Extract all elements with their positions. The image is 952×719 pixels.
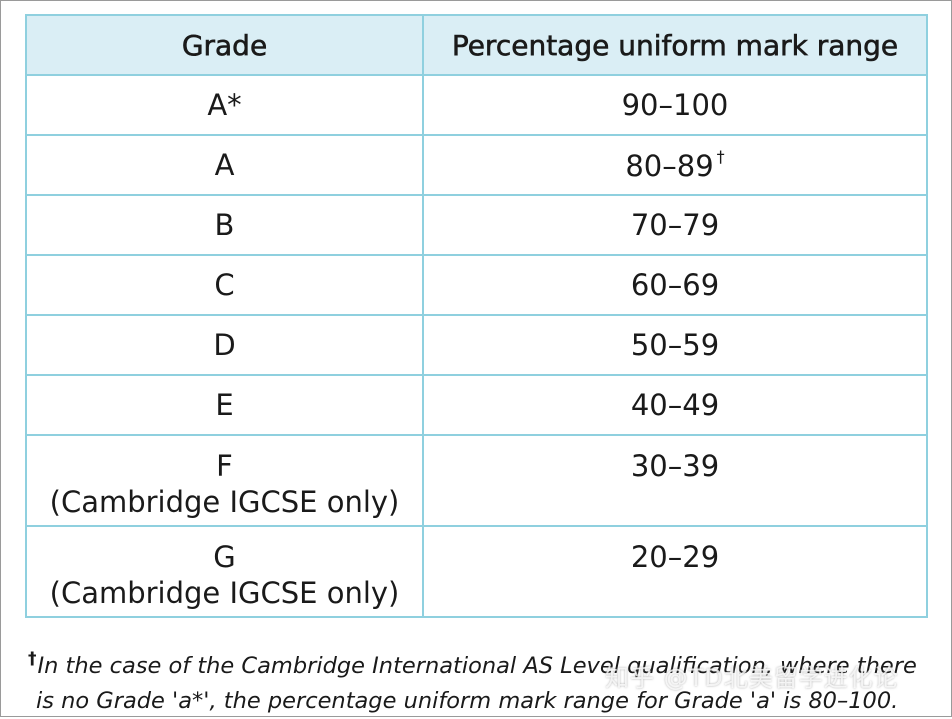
table-header-row: Grade Percentage uniform mark range <box>25 14 928 76</box>
range-value: 20–29 <box>630 540 720 574</box>
grade-cell: A* <box>25 74 424 136</box>
grade-note: (Cambridge IGCSE only) <box>49 485 400 519</box>
table-row: A* 90–100 <box>25 74 928 136</box>
range-cell: 20–29 <box>422 525 928 618</box>
footnote: †In the case of the Cambridge Internatio… <box>28 642 928 719</box>
grade-cell: G (Cambridge IGCSE only) <box>25 525 424 618</box>
grade-cell: B <box>25 194 424 256</box>
table-row: C 60–69 <box>25 254 928 316</box>
range-cell: 90–100 <box>422 74 928 136</box>
footnote-marker: † <box>28 649 37 669</box>
range-value: 40–49 <box>630 388 720 422</box>
grade-note: (Cambridge IGCSE only) <box>49 576 400 610</box>
table-row: A 80–89 † <box>25 134 928 196</box>
grade-column-header: Grade <box>25 14 424 76</box>
table-row: B 70–79 <box>25 194 928 256</box>
grade-label: A* <box>207 88 242 122</box>
grade-label: A <box>214 148 235 182</box>
range-cell: 30–39 <box>422 434 928 527</box>
range-cell: 40–49 <box>422 374 928 436</box>
range-cell: 50–59 <box>422 314 928 376</box>
range-value: 30–39 <box>630 449 720 483</box>
range-column-header: Percentage uniform mark range <box>422 14 928 76</box>
range-value: 60–69 <box>630 268 720 302</box>
footnote-line-2: is no Grade 'a*', the percentage uniform… <box>36 688 899 714</box>
range-value: 90–100 <box>621 88 729 122</box>
grade-label: B <box>214 208 235 242</box>
table-row: D 50–59 <box>25 314 928 376</box>
grade-label: G <box>213 540 236 574</box>
table-row: G (Cambridge IGCSE only) 20–29 <box>25 525 928 618</box>
footnote-line-1: †In the case of the Cambridge Internatio… <box>28 642 928 684</box>
footnote-text-1: In the case of the Cambridge Internation… <box>37 653 917 679</box>
watermark: 知乎 @TD北美留学进化论 <box>605 664 899 692</box>
range-value: 80–89 <box>625 149 714 183</box>
range-cell: 70–79 <box>422 194 928 256</box>
range-value: 70–79 <box>630 208 720 242</box>
grade-cell: C <box>25 254 424 316</box>
grade-cell: D <box>25 314 424 376</box>
grade-cell: F (Cambridge IGCSE only) <box>25 434 424 527</box>
range-cell: 80–89 † <box>422 134 928 196</box>
grade-label: E <box>215 388 234 422</box>
grade-cell: E <box>25 374 424 436</box>
table-row: E 40–49 <box>25 374 928 436</box>
grade-label: F <box>216 449 233 483</box>
grade-table: Grade Percentage uniform mark range A* 9… <box>25 14 928 618</box>
grade-cell: A <box>25 134 424 196</box>
grade-label: D <box>213 328 236 362</box>
range-cell: 60–69 <box>422 254 928 316</box>
range-value: 50–59 <box>630 328 720 362</box>
footnote-reference-mark: † <box>716 147 725 166</box>
grade-label: C <box>214 268 235 302</box>
table-row: F (Cambridge IGCSE only) 30–39 <box>25 434 928 527</box>
